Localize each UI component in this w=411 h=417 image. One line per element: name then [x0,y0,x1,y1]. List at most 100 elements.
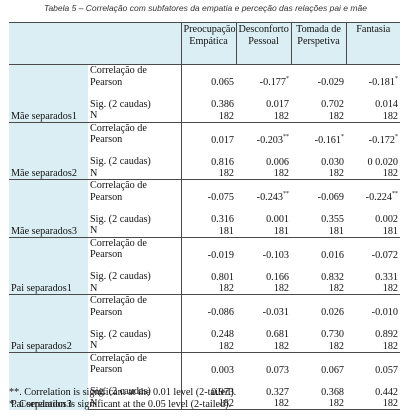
table-cell: 0.973 [180,375,236,398]
table-cell: -0.010 [346,294,400,318]
table-row: Sig. (2 caudas) 0.816 0.006 0.030 0 0.020 [9,145,400,168]
row-label-pearson: Correlação de Pearson [88,179,181,203]
table-cell: 182 [346,110,400,123]
table-cell: 181 [236,225,291,238]
table-row: Mãe separados1 Correlação de Pearson 0.065… [9,64,400,122]
footnote-001: **. Correlation is significant at the 0.… [9,387,237,398]
table-row: Pai separados3 Correlação de Pearson 0.003… [9,351,400,410]
table-cell: 0.442 [375,386,398,398]
table-cell: 182 [236,167,291,180]
row-label-n: N [88,282,181,295]
header-desconforto-pessoal: Desconforto Pessoal [235,22,291,65]
table-cell: 0.014 [375,99,398,110]
table-cell: -0.072 [346,236,400,261]
table-row: Mãe separados3 Correlação de Pearson -0.07… [9,179,400,237]
table-cell: 0.816 [180,145,236,168]
table-cell: 182 [180,340,236,353]
table-cell: 182 [180,397,236,410]
header-row: Preocupação Empática Desconforto Pessoal… [9,22,400,65]
correlation-table: Preocupação Empática Desconforto Pessoal… [9,22,400,410]
table-cell: 0.892 [375,329,398,340]
table-cell: -0.224** [346,179,400,203]
table-cell: 181 [346,225,400,238]
row-label-n: N [88,167,181,180]
table-cell: 0.073 [236,351,291,376]
significance-marker: * [395,76,398,82]
table-cell: 182 [346,282,400,295]
table-cell: 182 [291,282,346,295]
row-label-pearson: Correlação de Pearson [88,351,181,376]
significance-marker: * [286,76,289,82]
table-cell: 182 [180,110,236,123]
table-row: N 182 182 182 182 [9,167,400,180]
table-cell: -0.243** [236,179,291,203]
header-preocupacao-empatica: Preocupação Empática [180,22,236,65]
table-row: Mãe separados2 Correlação de Pearson 0.017… [9,121,400,180]
table-cell: 182 [291,110,346,123]
table-cell: 0.316 [180,203,236,225]
table-cell: -0.086 [180,294,236,318]
table-row: Pai separados2 Correlação de Pearson -0.08… [9,294,400,352]
table-cell: 0.368 [321,386,344,398]
table-cell: 0.006 [266,156,289,168]
footnotes: **. Correlation is significant at the 0.… [9,387,236,411]
table-cell: 0.386 [180,88,236,110]
table-cell: 0.801 [180,260,236,283]
table-cell: 0.017 [180,121,236,146]
table-cell: -0.075 [180,179,236,203]
significance-marker: ** [392,191,398,197]
table-row: Sig. (2 caudas) 0.973 0.327 0.368 0.442 [9,375,400,398]
row-label-sig: Sig. (2 caudas) [90,271,151,282]
table-cell: 182 [291,397,346,410]
table-cell: 182 [236,110,291,123]
table-cell: 0.355 [321,214,344,225]
table-row: Sig. (2 caudas) 0.386 0.017 0.702 0.014 [9,88,400,110]
table-row: Sig. (2 caudas) 0.801 0.166 0.832 0.331 [9,260,400,283]
table-cell: 182 [291,167,346,180]
table-cell: 0.057 [346,351,400,376]
row-label-sig: Sig. (2 caudas) [90,386,151,397]
table-row: Sig. (2 caudas) 0.248 0.681 0.730 0.892 [9,318,400,340]
table-row: N 182 182 182 182 [9,340,400,353]
footnote-005: *. Correlation is significant at the 0.0… [9,399,232,410]
table-cell: 0.327 [266,386,289,398]
table-cell: -0.181* [346,64,400,88]
table-cell: 182 [346,167,400,180]
table-cell: 0.702 [321,99,344,110]
row-label-n: N [88,340,181,353]
table-cell: 0.166 [266,271,289,283]
row-label-pearson: Correlação de Pearson [88,294,181,318]
row-label-sig: Sig. (2 caudas) [90,98,151,110]
table-caption: Tabela 5 – Correlação com subfatores da … [44,3,367,13]
table-row: N 182 182 182 182 [9,282,400,295]
row-label-sig: Sig. (2 caudas) [90,156,151,167]
table-cell: -0.019 [180,236,236,261]
table-cell: 182 [346,397,400,410]
table-cell: 0.030 [321,156,344,168]
table-row: N 181 181 181 181 [9,225,400,238]
table-row: N 182 182 182 182 [9,110,400,123]
significance-marker: * [395,133,398,140]
table-cell: 0.730 [321,329,344,340]
row-label-n: N [88,397,181,410]
table-cell: -0.177* [236,64,291,88]
table-cell: 0.065 [180,64,236,88]
table-cell: -0.029 [291,64,346,88]
table-cell: -0.069 [291,179,346,203]
group-label: Pai separados3 [9,351,88,410]
row-label-pearson: Correlação de Pearson [88,64,181,88]
header-fantasia: Fantasia [345,22,400,65]
row-label-pearson: Correlação de Pearson [88,121,181,146]
table-cell: -0.161* [291,121,346,146]
table-cell: 0.248 [180,318,236,340]
row-label-sig: Sig. (2 caudas) [90,213,151,225]
row-label-sig: Sig. (2 caudas) [90,328,151,340]
row-label-pearson: Correlação de Pearson [88,236,181,261]
table-cell: 0.681 [266,329,289,340]
table-cell: 181 [291,225,346,238]
header-tomada-de-perspetiva: Tomada de Perspetiva [290,22,346,65]
table-cell: 0.026 [291,294,346,318]
table-cell: 181 [180,225,236,238]
significance-marker: ** [283,133,289,140]
table-cell: 182 [236,397,291,410]
